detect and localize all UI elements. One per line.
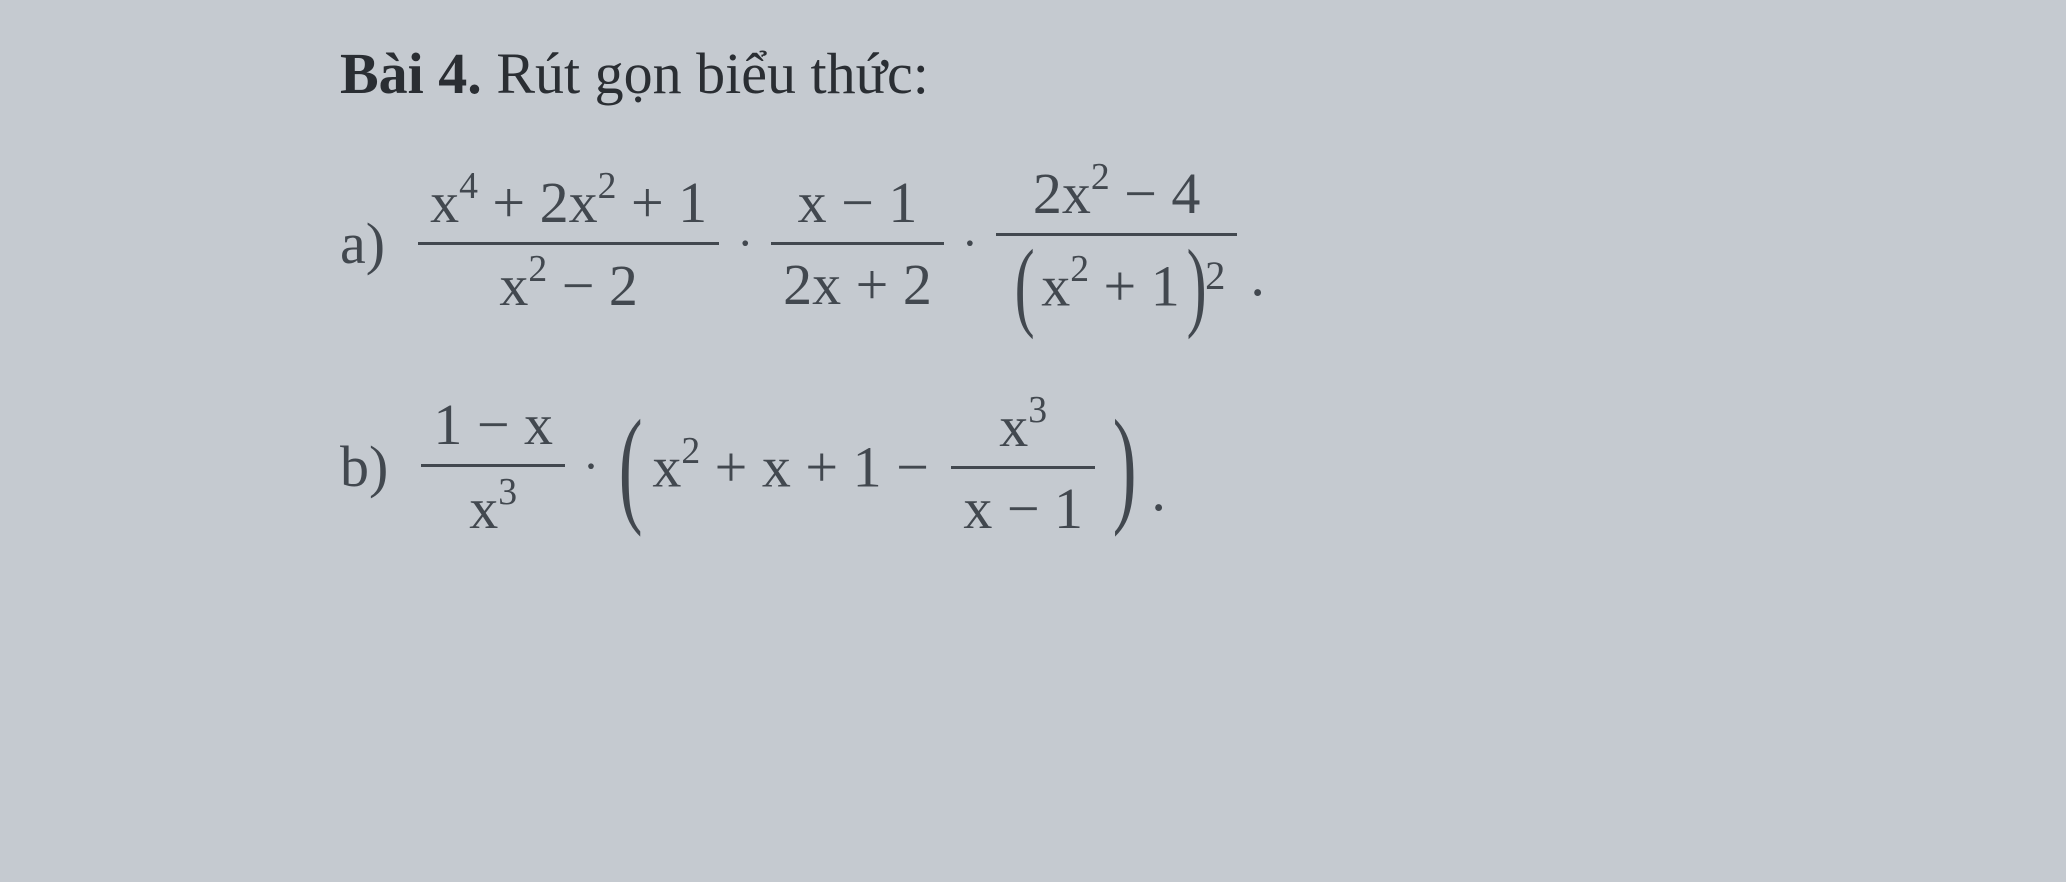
left-paren-icon: ( <box>619 411 643 522</box>
frac-b2-denom: x − 1 <box>951 473 1095 544</box>
frac-b1-num: 1 − x <box>421 389 565 460</box>
frac-b2: x3 x − 1 <box>951 389 1095 543</box>
frac-a1: x4 + 2x2 + 1 x2 − 2 <box>418 165 719 321</box>
frac-b2-num: x3 <box>987 389 1059 461</box>
multiply-dot: · <box>737 216 753 271</box>
frac-a3-denom: ( x2 + 1 ) 2 <box>996 240 1237 329</box>
frac-b1-denom: x3 <box>457 471 529 543</box>
frac-line <box>951 466 1095 469</box>
left-paren-icon: ( <box>1015 242 1035 327</box>
multiply-dot: · <box>962 216 978 271</box>
page-content: Bài 4. Rút gọn biểu thức: a) x4 + 2x2 + … <box>340 40 2006 544</box>
problem-a-expression: x4 + 2x2 + 1 x2 − 2 · x − 1 2x + 2 · 2x2… <box>410 157 1265 329</box>
multiply-dot: · <box>583 439 599 494</box>
frac-a1-denom: x2 − 2 <box>487 249 650 321</box>
problem-b: b) 1 − x x3 · ( x2 + x + 1 − x3 x − 1 <box>340 389 2006 543</box>
right-paren-icon: ) <box>1113 411 1137 522</box>
right-paren-icon: ) <box>1186 242 1206 327</box>
period: . <box>1151 457 1166 524</box>
frac-a2-denom: 2x + 2 <box>771 249 944 320</box>
frac-line <box>418 242 719 245</box>
problem-b-label: b) <box>340 433 388 500</box>
frac-a2: x − 1 2x + 2 <box>771 167 944 320</box>
frac-a3: 2x2 − 4 ( x2 + 1 ) 2 <box>996 157 1237 329</box>
frac-a1-num: x4 + 2x2 + 1 <box>418 165 719 237</box>
exercise-title: Bài 4. Rút gọn biểu thức: <box>340 40 2006 107</box>
problem-a-label: a) <box>340 210 385 277</box>
frac-b1: 1 − x x3 <box>421 389 565 543</box>
period: . <box>1250 242 1265 309</box>
frac-a3-denom-inner: x2 + 1 <box>1041 251 1180 319</box>
problem-a: a) x4 + 2x2 + 1 x2 − 2 · x − 1 2x + 2 · … <box>340 157 2006 329</box>
title-rest: Rút gọn biểu thức: <box>482 41 929 106</box>
paren-group-b: ( x2 + x + 1 − x3 x − 1 ) <box>609 389 1146 543</box>
paren-inner-b: x2 + x + 1 − x3 x − 1 <box>652 389 1103 543</box>
inner-left-b: x2 + x + 1 − <box>652 432 943 500</box>
frac-a3-denom-exp: 2 <box>1205 252 1225 299</box>
frac-a3-num: 2x2 − 4 <box>1021 157 1213 229</box>
problem-b-expression: 1 − x x3 · ( x2 + x + 1 − x3 x − 1 ) . <box>413 389 1166 543</box>
title-bold: Bài 4. <box>340 41 482 106</box>
frac-line <box>771 242 944 245</box>
frac-line <box>421 464 565 467</box>
frac-a2-num: x − 1 <box>786 167 930 238</box>
